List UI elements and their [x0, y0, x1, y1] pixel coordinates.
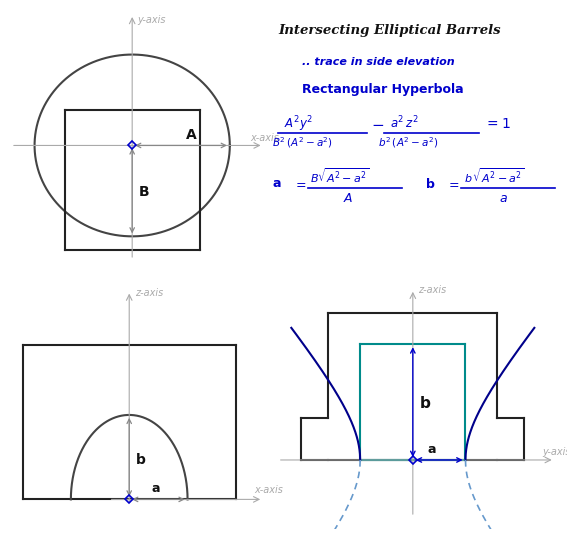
Text: $B\sqrt{A^2-a^2}$: $B\sqrt{A^2-a^2}$ — [311, 166, 370, 185]
Text: z-axis: z-axis — [418, 285, 446, 295]
Text: B: B — [139, 185, 150, 199]
Text: b: b — [420, 396, 430, 411]
Text: $A^2 y^2$: $A^2 y^2$ — [284, 114, 313, 134]
Text: $\mathbf{a}$: $\mathbf{a}$ — [272, 177, 282, 190]
Text: $=$: $=$ — [293, 177, 307, 190]
Text: a: a — [151, 482, 160, 495]
Text: Rectangular Hyperbola: Rectangular Hyperbola — [302, 83, 463, 96]
Text: Intersecting Elliptical Barrels: Intersecting Elliptical Barrels — [278, 24, 501, 37]
Text: x-axis: x-axis — [254, 485, 283, 495]
Text: A: A — [186, 128, 197, 141]
Text: $b^2\,(A^2-a^2)$: $b^2\,(A^2-a^2)$ — [378, 135, 439, 150]
Text: $a^2\, z^2$: $a^2\, z^2$ — [390, 114, 418, 131]
Text: $b\,\sqrt{A^2-a^2}$: $b\,\sqrt{A^2-a^2}$ — [464, 166, 524, 185]
Text: $= 1$: $= 1$ — [484, 117, 511, 131]
Text: $=$: $=$ — [446, 177, 460, 190]
Text: x-axis: x-axis — [250, 133, 279, 143]
Text: $A$: $A$ — [343, 192, 353, 205]
Text: $B^2\,(A^2-a^2)$: $B^2\,(A^2-a^2)$ — [272, 135, 333, 150]
Text: $\mathbf{b}$: $\mathbf{b}$ — [425, 177, 436, 191]
Text: y-axis: y-axis — [138, 15, 166, 25]
Text: $a$: $a$ — [499, 192, 508, 205]
Text: y-axis: y-axis — [543, 447, 567, 457]
Text: .. trace in side elevation: .. trace in side elevation — [302, 57, 454, 68]
Text: $-$: $-$ — [371, 116, 384, 131]
Text: a: a — [428, 443, 436, 456]
Text: b: b — [136, 453, 145, 467]
Text: z-axis: z-axis — [135, 288, 163, 298]
